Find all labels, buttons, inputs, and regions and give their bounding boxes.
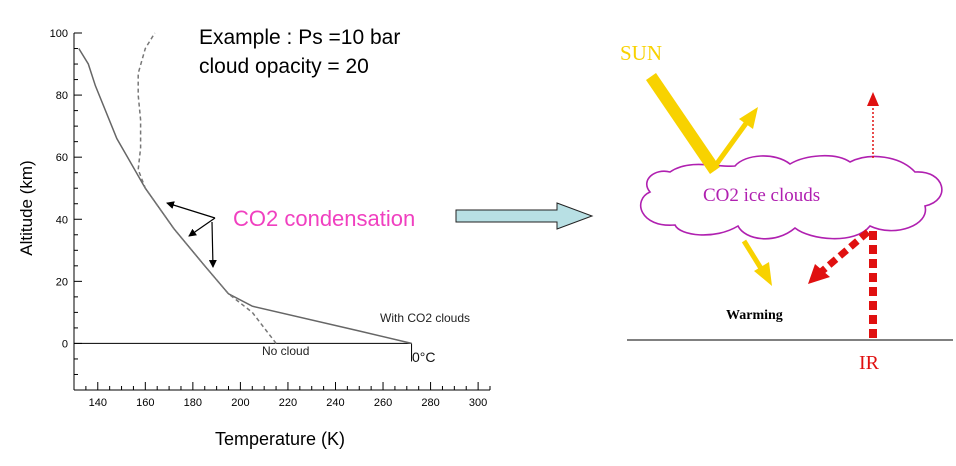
warming-label: Warming [726,308,783,323]
example-line-2: cloud opacity = 20 [199,55,369,78]
clouds-label: CO2 ice clouds [703,185,820,206]
chart-series [78,32,412,345]
chart-ticks: 140 160 180 200 220 240 260 280 300 0 20 40 60 80 100 [50,28,491,409]
ir-escape-arrowhead [867,92,879,106]
example-line-1: Example : Ps =10 bar [199,26,400,49]
transmitted-arrowhead [754,262,772,286]
sun-ray-incoming [646,73,720,174]
y-axis-title: Altitude (km) [17,160,36,255]
y-tick-label: 40 [56,214,68,226]
x-axis-title: Temperature (K) [215,429,345,449]
sun-label: SUN [620,41,662,65]
atmosphere-diagram: SUN CO2 ice clouds Warming IR [620,41,953,374]
reflected-arrowhead [739,107,758,129]
x-tick-label: 220 [279,397,297,409]
y-tick-label: 80 [56,90,68,102]
sun-ray-reflected [710,120,750,171]
x-tick-label: 160 [136,397,154,409]
y-tick-label: 20 [56,276,68,288]
series-no-cloud-line [137,32,277,344]
x-tick-label: 200 [231,397,249,409]
y-tick-label: 100 [50,28,68,40]
label-zero-celsius: 0°C [412,349,436,365]
x-tick-label: 280 [421,397,439,409]
co2-condensation-label: CO2 condensation [233,206,415,231]
x-tick-label: 140 [89,397,107,409]
condensation-pointer-arrows [166,201,217,268]
chart-axes [73,33,490,391]
y-tick-label: 0 [62,338,68,350]
sun-ray-transmitted [741,239,765,272]
series-with-co2-clouds-line [78,48,412,345]
y-tick-label: 60 [56,152,68,164]
ir-label: IR [859,352,880,374]
x-tick-label: 260 [374,397,392,409]
x-tick-label: 180 [184,397,202,409]
transition-arrow [455,202,594,230]
ir-back-arrowhead [808,264,830,284]
ir-back-radiation [818,229,871,275]
x-tick-label: 240 [326,397,344,409]
cloud-shape [640,154,943,240]
label-with-co2-clouds: With CO2 clouds [380,311,470,325]
x-tick-label: 300 [469,397,487,409]
label-no-cloud: No cloud [262,344,309,358]
